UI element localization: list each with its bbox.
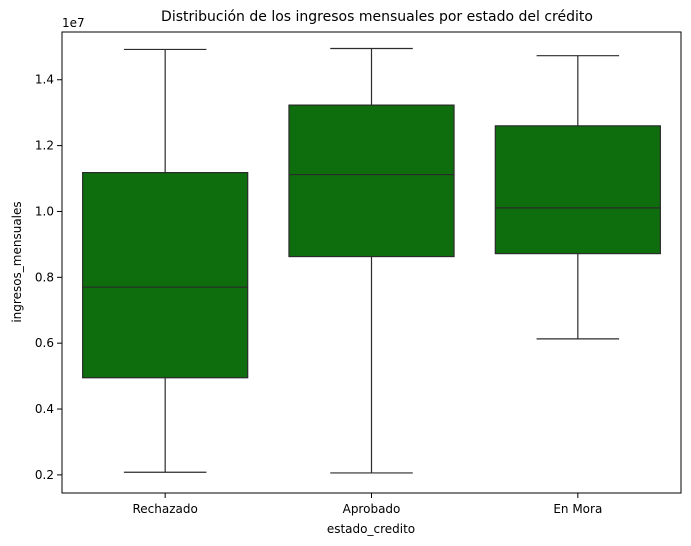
y-tick-label: 1.0 — [35, 204, 54, 218]
box-rechazado — [83, 173, 248, 378]
x-axis-label: estado_credito — [327, 522, 415, 536]
y-tick-label: 0.2 — [35, 468, 54, 482]
chart-title: Distribución de los ingresos mensuales p… — [161, 9, 593, 25]
y-tick-label: 0.8 — [35, 270, 54, 284]
y-axis-label: ingresos_mensuales — [10, 201, 24, 322]
box-aprobado — [289, 105, 454, 256]
x-tick-label: En Mora — [553, 502, 602, 516]
y-tick-label: 1.4 — [35, 73, 54, 87]
y-tick-label: 0.4 — [35, 402, 54, 416]
x-tick-label: Aprobado — [343, 502, 401, 516]
y-tick-label: 0.6 — [35, 336, 54, 350]
x-tick-label: Rechazado — [132, 502, 197, 516]
y-tick-label: 1.2 — [35, 139, 54, 153]
box-en-mora — [495, 126, 660, 254]
plot-area: Rechazado Aprobado En Mora 0.2 0.4 0.6 0.8 1.0 1… — [35, 32, 681, 516]
y-offset-label: 1e7 — [62, 16, 85, 30]
